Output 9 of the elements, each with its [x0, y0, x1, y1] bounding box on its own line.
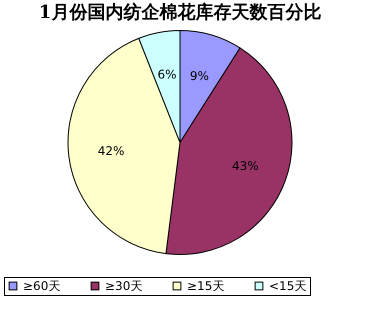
data-label: 9% [190, 68, 209, 83]
legend-label: <15天 [269, 279, 306, 293]
chart-title: 1月份国内纺企棉花库存天数百分比 [38, 2, 322, 23]
data-label: 43% [232, 159, 259, 174]
data-label: 42% [98, 144, 124, 158]
legend-label: ≥60天 [23, 279, 60, 293]
legend-label: ≥30天 [105, 279, 142, 293]
legend-label: ≥15天 [187, 279, 224, 293]
data-label: 6% [157, 67, 177, 82]
